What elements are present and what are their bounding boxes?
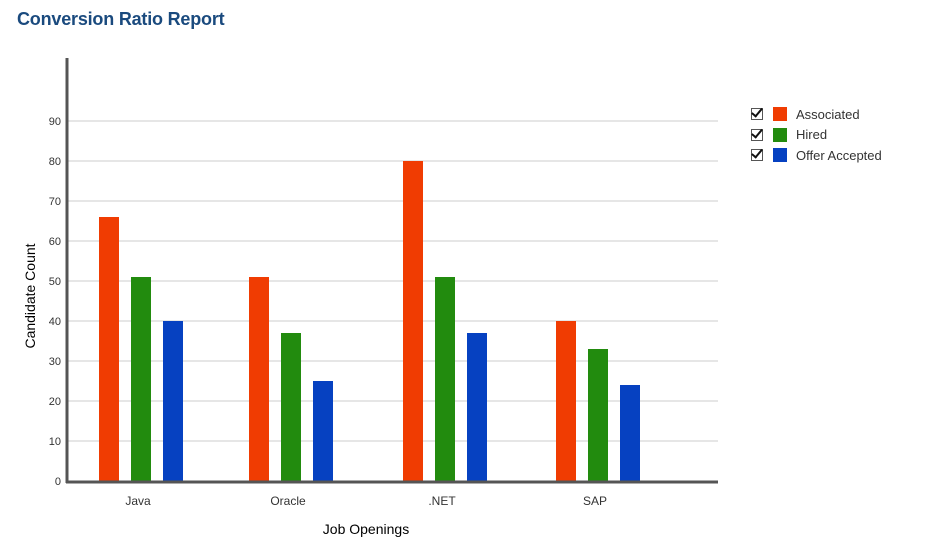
legend-label-offer-accepted: Offer Accepted	[796, 147, 882, 163]
bar-hired-oracle[interactable]	[281, 333, 301, 481]
y-tick-label: 80	[49, 156, 61, 168]
grid-lines	[67, 120, 718, 442]
axes	[65, 58, 718, 484]
bar-associated-java[interactable]	[99, 217, 119, 481]
legend-swatch-hired	[773, 127, 787, 142]
bar-offer-accepted-sap[interactable]	[620, 385, 640, 481]
x-tick-label: .NET	[428, 494, 456, 508]
legend-swatch-offer-accepted	[773, 148, 787, 163]
bar-offer-accepted-oracle[interactable]	[313, 381, 333, 481]
y-tick-label: 90	[49, 116, 61, 128]
y-tick-label: 30	[49, 356, 61, 368]
x-tick-labels: Java Oracle .NET SAP	[125, 494, 607, 508]
bars	[99, 161, 640, 481]
legend-checkbox-hired[interactable]	[751, 128, 763, 141]
y-tick-label: 70	[49, 196, 61, 208]
bar-hired-java[interactable]	[131, 277, 151, 481]
legend-item-associated[interactable]: Associated	[751, 104, 882, 125]
y-tick-label: 50	[49, 276, 61, 288]
legend-item-hired[interactable]: Hired	[751, 125, 882, 146]
legend-checkbox-offer-accepted[interactable]	[751, 149, 763, 162]
legend-label-hired: Hired	[796, 127, 828, 143]
legend-swatch-associated	[773, 107, 787, 122]
legend-item-offer-accepted[interactable]: Offer Accepted	[751, 145, 882, 166]
y-axis-title: Candidate Count	[22, 243, 38, 348]
y-tick-label: 0	[55, 476, 61, 488]
x-axis-title: Job Openings	[323, 521, 409, 537]
bar-offer-accepted-java[interactable]	[163, 321, 183, 481]
bar-associated-oracle[interactable]	[249, 277, 269, 481]
bar-hired-sap[interactable]	[588, 349, 608, 481]
bar-hired-net[interactable]	[435, 277, 455, 481]
report-title: Conversion Ratio Report	[17, 9, 225, 29]
y-tick-label: 20	[49, 396, 61, 408]
y-tick-labels: 0 10 20 30 40 50 60 70 80 90	[49, 116, 61, 488]
legend: Associated Hired Offer Accepted	[751, 104, 882, 166]
bar-associated-net[interactable]	[403, 161, 423, 481]
legend-label-associated: Associated	[796, 106, 860, 122]
x-tick-label: Java	[125, 494, 151, 508]
x-tick-label: SAP	[583, 494, 607, 508]
legend-checkbox-associated[interactable]	[751, 108, 763, 121]
bar-associated-sap[interactable]	[556, 321, 576, 481]
x-tick-label: Oracle	[270, 494, 306, 508]
bar-offer-accepted-net[interactable]	[467, 333, 487, 481]
y-tick-label: 60	[49, 236, 61, 248]
y-tick-label: 10	[49, 436, 61, 448]
y-tick-label: 40	[49, 316, 61, 328]
